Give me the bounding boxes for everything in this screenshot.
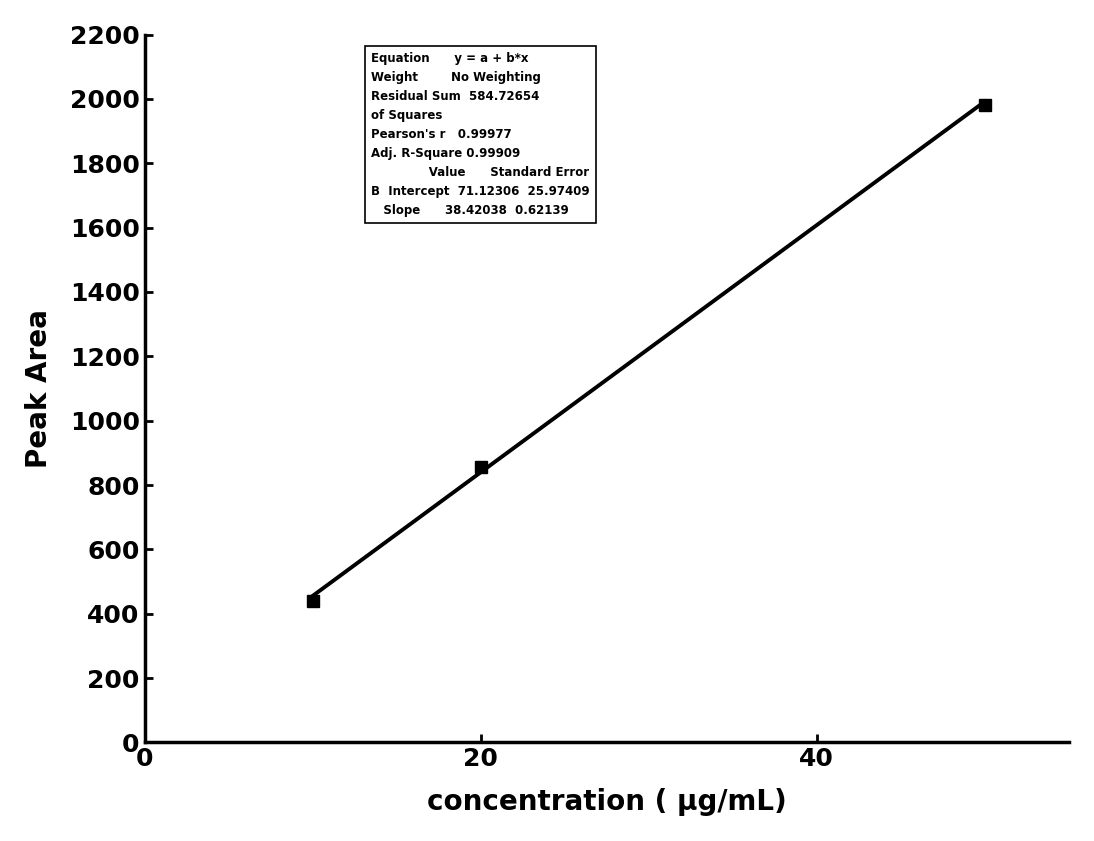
X-axis label: concentration ( μg/mL): concentration ( μg/mL) [427,788,787,816]
Text: Equation      y = a + b*x
Weight        No Weighting
Residual Sum  584.72654
of : Equation y = a + b*x Weight No Weighting… [371,52,590,217]
Y-axis label: Peak Area: Peak Area [25,309,53,468]
